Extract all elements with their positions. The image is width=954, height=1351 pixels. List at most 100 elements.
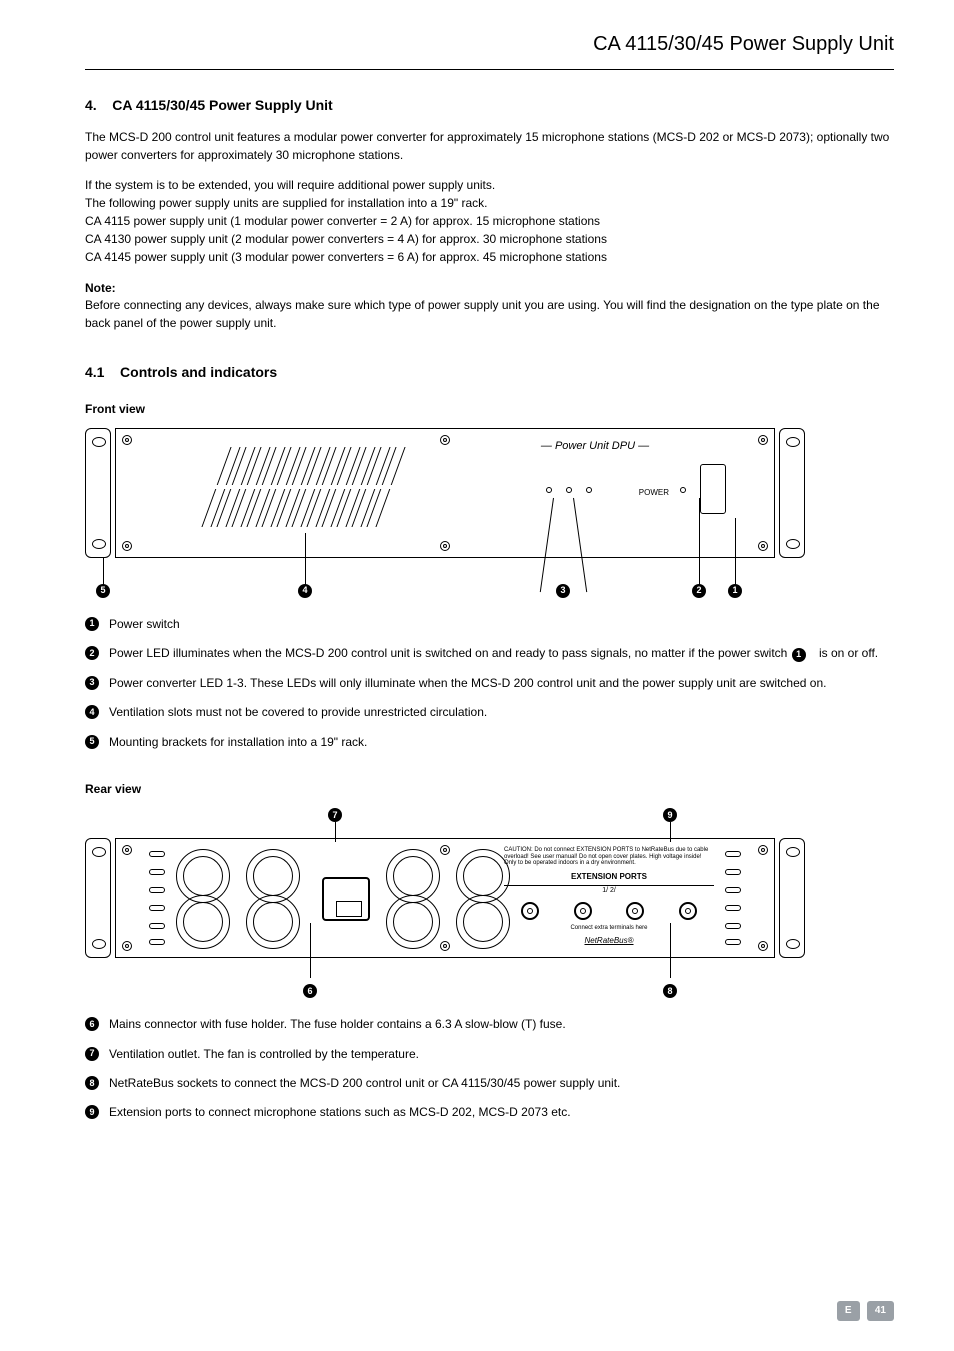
section-number: 4. [85,97,97,113]
legend-item: 5 Mounting brackets for installation int… [85,734,894,751]
legend-item: 1 Power switch [85,616,894,633]
port-socket [626,902,644,920]
callout-4: 4 [298,584,312,598]
port-socket [574,902,592,920]
front-callouts: 5 4 3 2 1 [85,558,805,598]
callout-9: 9 [663,808,677,822]
extension-area: CAUTION: Do not connect EXTENSION PORTS … [504,847,714,947]
intro-line-b: The following power supply units are sup… [85,194,894,212]
rear-legend: 6 Mains connector with fuse holder. The … [85,1016,894,1122]
rack-ear-left [85,838,111,958]
fan-7 [386,895,440,949]
subsection-heading: 4.1 Controls and indicators [85,362,894,382]
legend-item: 6 Mains connector with fuse holder. The … [85,1016,894,1033]
intro-line-c: CA 4115 power supply unit (1 modular pow… [85,212,894,230]
legend-item: 8 NetRateBus sockets to connect the MCS-… [85,1075,894,1092]
callout-5: 5 [96,584,110,598]
page-footer: E 41 [833,1301,894,1322]
legend-item: 7 Ventilation outlet. The fan is control… [85,1046,894,1063]
port-numbers: 1/ 2/ [504,886,714,896]
intro-line-e: CA 4145 power supply unit (3 modular pow… [85,248,894,266]
callout-6: 6 [303,984,317,998]
legend-text: Mains connector with fuse holder. The fu… [109,1016,894,1033]
inline-ref-icon: 1 [792,648,806,662]
note-text: Before connecting any devices, always ma… [85,297,894,332]
legend-num: 3 [85,676,99,690]
rack-ear-right [779,428,805,558]
right-vent-slots [725,851,741,945]
front-view-label: Front view [85,401,894,418]
converter-led-3 [586,487,592,493]
rear-top-callouts: 7 9 [85,808,805,838]
power-text-label: POWER [639,487,669,499]
footer-page-number: 41 [867,1301,894,1322]
converter-led-2 [566,487,572,493]
legend-text: Ventilation outlet. The fan is controlle… [109,1046,894,1063]
fan-8 [456,895,510,949]
legend-text: Power switch [109,616,894,633]
page-header: CA 4115/30/45 Power Supply Unit [85,30,894,70]
callout-3: 3 [556,584,570,598]
power-led [680,487,686,493]
callout-1: 1 [728,584,742,598]
subsection-number: 4.1 [85,364,104,380]
section-title: CA 4115/30/45 Power Supply Unit [112,97,332,113]
power-switch-icon [700,464,726,514]
front-legend: 1 Power switch 2 Power LED illuminates w… [85,616,894,751]
fan-3 [176,895,230,949]
legend-item: 3 Power converter LED 1-3. These LEDs wi… [85,675,894,692]
legend-text: Power converter LED 1-3. These LEDs will… [109,675,894,692]
rack-ear-right [779,838,805,958]
callout-8: 8 [663,984,677,998]
rear-face: CAUTION: Do not connect EXTENSION PORTS … [115,838,775,958]
legend-num: 5 [85,735,99,749]
front-panel: — Power Unit DPU — POWER [85,428,805,558]
legend-pre: Power LED illuminates when the MCS-D 200… [109,646,791,660]
legend-item: 9 Extension ports to connect microphone … [85,1104,894,1121]
callout-7: 7 [328,808,342,822]
legend-num: 1 [85,617,99,631]
legend-text: NetRateBus sockets to connect the MCS-D … [109,1075,894,1092]
netratebus-label: NetRateBus® [504,935,714,947]
port-socket [521,902,539,920]
rear-bottom-callouts: 6 8 [85,958,805,998]
port-socket [679,902,697,920]
callout-2: 2 [692,584,706,598]
footer-letter: E [837,1301,860,1322]
legend-text: Mounting brackets for installation into … [109,734,894,751]
rear-panel: CAUTION: Do not connect EXTENSION PORTS … [85,838,805,958]
front-face: — Power Unit DPU — POWER [115,428,775,558]
legend-text: Extension ports to connect microphone st… [109,1104,894,1121]
legend-item: 4 Ventilation slots must not be covered … [85,704,894,721]
left-vent-slots [149,851,165,945]
ports-row [504,902,714,920]
legend-num: 7 [85,1047,99,1061]
legend-text: Ventilation slots must not be covered to… [109,704,894,721]
rear-view-figure: 7 9 [85,808,894,998]
note-label: Note: [85,280,894,297]
panel-title: — Power Unit DPU — [416,439,774,455]
front-view-figure: — Power Unit DPU — POWER 5 4 3 2 1 [85,428,894,598]
legend-num: 6 [85,1017,99,1031]
subsection-title: Controls and indicators [120,364,277,380]
legend-num: 4 [85,705,99,719]
legend-num: 8 [85,1076,99,1090]
section-heading: 4. CA 4115/30/45 Power Supply Unit [85,95,894,115]
legend-post: is on or off. [816,646,878,660]
caution-text: CAUTION: Do not connect EXTENSION PORTS … [504,847,714,867]
connect-extra-label: Connect extra terminals here [504,924,714,933]
mains-connector [322,877,370,921]
intro-line-d: CA 4130 power supply unit (2 modular pow… [85,230,894,248]
fan-4 [246,895,300,949]
rear-view-label: Rear view [85,781,894,798]
legend-num: 9 [85,1105,99,1119]
converter-led-1 [546,487,552,493]
rack-ear-left [85,428,111,558]
legend-text: Power LED illuminates when the MCS-D 200… [109,645,894,662]
legend-num: 2 [85,646,99,660]
legend-item: 2 Power LED illuminates when the MCS-D 2… [85,645,894,662]
ventilation-slots [216,447,396,527]
intro-para-1: The MCS-D 200 control unit features a mo… [85,129,894,164]
extension-ports-label: EXTENSION PORTS [504,871,714,886]
intro-line-a: If the system is to be extended, you wil… [85,176,894,194]
